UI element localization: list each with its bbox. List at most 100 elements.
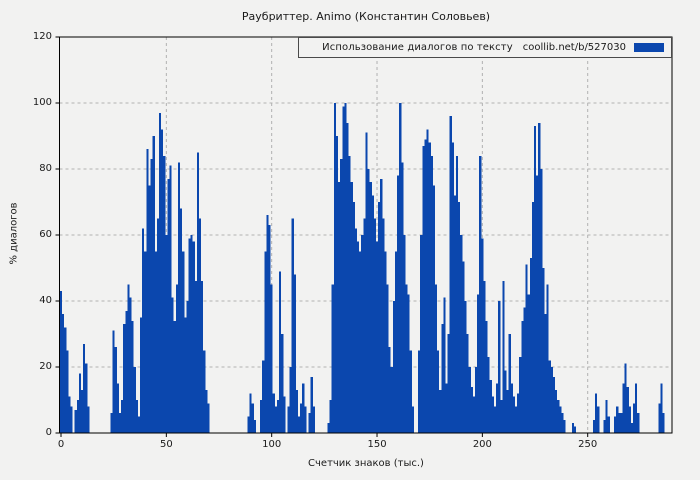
dialog-usage-bar — [344, 103, 347, 433]
dialog-usage-bar — [462, 261, 465, 433]
dialog-usage-bar — [59, 291, 63, 433]
dialog-usage-bar — [331, 284, 334, 433]
dialog-usage-bar — [561, 413, 564, 433]
dialog-usage-bar — [635, 383, 638, 433]
y-axis-label: % диалогов — [8, 202, 20, 265]
dialog-usage-bar — [498, 301, 501, 433]
dialog-usage-bar — [247, 416, 250, 433]
y-tick-label: 60 — [39, 228, 52, 240]
dialog-usage-bar — [658, 403, 661, 433]
dialog-usage-bar — [449, 116, 452, 433]
dialog-usage-bar — [114, 347, 117, 433]
x-tick-label: 50 — [159, 439, 173, 450]
dialog-usage-bar — [437, 350, 440, 433]
dialog-usage-bar — [180, 208, 183, 433]
dialog-usage-bar — [474, 367, 478, 433]
dialog-usage-bar — [348, 155, 351, 434]
dialog-usage-bar — [346, 122, 349, 434]
dialog-usage-bar — [363, 218, 366, 433]
dialog-usage-bar — [521, 320, 524, 433]
dialog-usage-bar — [192, 241, 195, 433]
dialog-usage-bar — [83, 343, 86, 433]
dialog-usage-bar — [485, 320, 488, 433]
dialog-usage-bar — [397, 175, 400, 433]
dialog-usage-bar — [557, 400, 560, 433]
dialog-usage-bar — [405, 284, 408, 433]
dialog-usage-bar — [493, 406, 497, 433]
x-tick-label: 100 — [262, 439, 282, 450]
dialog-usage-bar — [373, 218, 376, 433]
dialog-usage-bar — [626, 386, 629, 433]
dialog-usage-bar — [249, 393, 252, 433]
dialog-usage-bar — [333, 103, 336, 433]
dialog-usage-bar — [445, 383, 448, 433]
dialog-usage-bar — [78, 373, 82, 433]
dialog-usage-bar — [546, 284, 549, 433]
dialog-usage-bar — [262, 360, 265, 433]
dialog-usage-bar — [66, 350, 69, 433]
dialog-usage-bar — [439, 390, 442, 433]
dialog-usage-bar — [483, 281, 486, 433]
dialog-usage-bar — [121, 400, 124, 433]
dialog-usage-bar — [504, 370, 507, 433]
dialog-usage-bar — [270, 284, 273, 433]
dialog-usage-bar — [131, 320, 134, 433]
dialog-usage-bar — [110, 413, 113, 433]
y-tick-label: 100 — [32, 96, 52, 108]
dialog-usage-bar — [68, 396, 71, 433]
dialog-usage-bar — [158, 112, 162, 434]
dialog-usage-bar — [574, 426, 577, 433]
dialog-usage-bar — [380, 178, 383, 433]
dialog-usage-bar — [163, 155, 166, 434]
dialog-usage-bar — [287, 406, 290, 433]
dialog-usage-bar — [335, 136, 339, 433]
dialog-usage-bar — [605, 400, 608, 433]
dialog-usage-bar — [616, 406, 619, 433]
dialog-usage-bar — [533, 126, 537, 433]
dialog-usage-bar — [171, 297, 174, 433]
dialog-usage-bar — [173, 320, 176, 433]
dialog-usage-bar — [424, 139, 427, 434]
dialog-usage-bar — [506, 390, 509, 433]
dialog-usage-bar — [443, 297, 446, 433]
dialog-usage-bar — [350, 182, 353, 433]
dialog-usage-bar — [268, 225, 271, 433]
dialog-usage-bar — [487, 357, 490, 433]
dialog-usage-bar — [201, 281, 204, 433]
dialog-usage-bar — [496, 383, 499, 433]
dialog-usage-bar — [382, 218, 385, 433]
dialog-usage-bar — [519, 357, 522, 433]
dialog-usage-bar — [310, 376, 313, 433]
dialog-usage-bar — [597, 406, 600, 433]
dialog-usage-bar — [140, 317, 143, 433]
dialog-usage-bar — [81, 390, 84, 433]
dialog-usage-bar — [472, 396, 475, 433]
dialog-usage-bar — [468, 367, 471, 433]
dialog-usage-bar — [540, 169, 543, 433]
dialog-usage-bar — [538, 122, 541, 434]
dialog-usage-bar — [144, 251, 147, 433]
dialog-usage-bar — [456, 155, 459, 434]
dialog-usage-bar — [523, 307, 526, 433]
dialog-usage-bar — [205, 390, 208, 433]
dialog-usage-bar — [196, 152, 199, 433]
dialog-usage-bar — [378, 202, 381, 433]
dialog-usage-bar — [536, 175, 539, 433]
dialog-usage-bar — [161, 129, 164, 433]
dialog-usage-bar — [571, 423, 575, 433]
dialog-usage-bar — [156, 218, 159, 433]
dialog-usage-bar — [630, 423, 633, 433]
y-tick-label: 20 — [39, 360, 52, 372]
dialog-usage-bar — [137, 416, 141, 433]
dialog-usage-bar — [293, 274, 296, 433]
dialog-usage-bar — [624, 363, 627, 433]
dialog-usage-bar — [481, 238, 484, 433]
legend-label: Использование диалогов по тексту — [322, 42, 513, 53]
y-tick-label: 120 — [32, 30, 52, 42]
dialog-usage-bar — [595, 393, 598, 433]
dialog-usage-bar — [388, 347, 391, 433]
dialog-usage-bar — [508, 334, 511, 433]
dialog-usage-bar — [628, 406, 631, 433]
dialog-usage-bar — [152, 136, 155, 433]
dialog-usage-bar — [70, 406, 73, 433]
